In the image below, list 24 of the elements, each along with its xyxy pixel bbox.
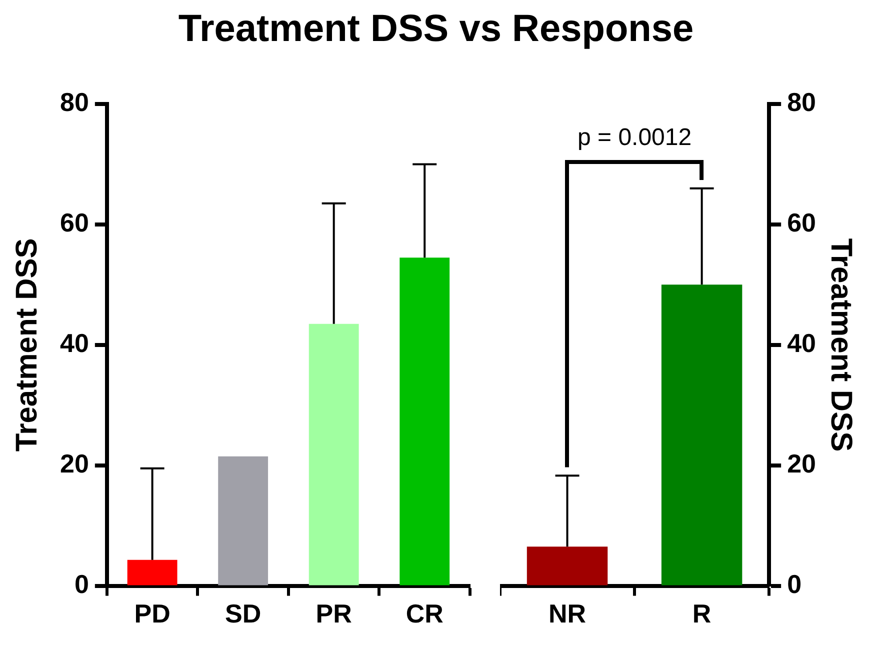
y2-tick-label: 20 (787, 448, 816, 479)
x-tick-label: NR (548, 598, 586, 629)
y-tick-label: 0 (74, 568, 89, 599)
chart-title: Treatment DSS vs Response (177, 8, 695, 51)
x-tick-label: CR (406, 598, 444, 629)
y-tick-label: 40 (60, 328, 89, 358)
annotation: p = 0.0012 (577, 124, 692, 151)
y-tick-label: 80 (60, 87, 89, 118)
y2-tick-label: 60 (787, 208, 816, 238)
y-tick-label: 20 (60, 448, 89, 479)
bar (400, 258, 450, 586)
bar (218, 456, 268, 586)
x-tick-label: PR (316, 598, 352, 629)
x-tick-label: R (692, 598, 712, 629)
bar (127, 560, 178, 586)
y2-tick-label: 80 (787, 87, 816, 118)
y-tick-label: 60 (60, 208, 89, 238)
x-tick-label: SD (225, 598, 262, 629)
bar (308, 324, 359, 586)
y2-axis-title: Treatment DSS (824, 238, 858, 452)
y2-tick-label: 40 (787, 328, 816, 358)
y-axis-title: Treatment DSS (10, 238, 44, 452)
y2-tick-label: 0 (787, 568, 802, 599)
x-tick-label: PD (134, 598, 170, 629)
